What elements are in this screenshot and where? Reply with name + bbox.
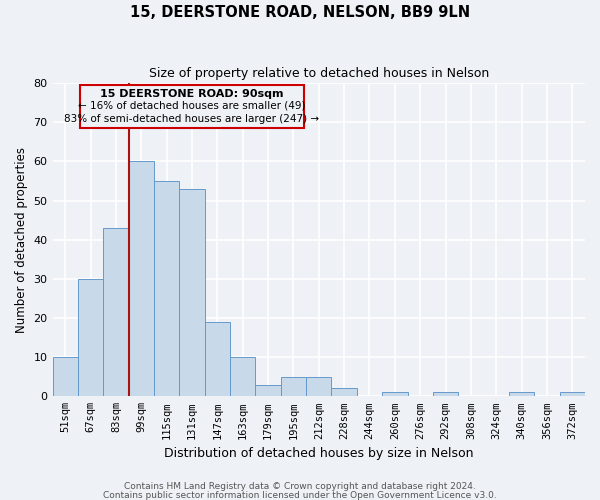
Bar — [179, 189, 205, 396]
Bar — [382, 392, 407, 396]
Bar — [331, 388, 357, 396]
Bar — [154, 181, 179, 396]
Text: Contains public sector information licensed under the Open Government Licence v3: Contains public sector information licen… — [103, 490, 497, 500]
Text: 83% of semi-detached houses are larger (247) →: 83% of semi-detached houses are larger (… — [64, 114, 320, 124]
Bar — [78, 279, 103, 396]
Bar — [53, 357, 78, 397]
X-axis label: Distribution of detached houses by size in Nelson: Distribution of detached houses by size … — [164, 447, 473, 460]
Bar — [281, 376, 306, 396]
Bar — [80, 85, 304, 128]
Text: ← 16% of detached houses are smaller (49): ← 16% of detached houses are smaller (49… — [78, 100, 306, 110]
Bar — [103, 228, 128, 396]
Bar — [509, 392, 534, 396]
Bar — [433, 392, 458, 396]
Bar — [256, 384, 281, 396]
Bar — [128, 162, 154, 396]
Bar — [560, 392, 585, 396]
Text: 15, DEERSTONE ROAD, NELSON, BB9 9LN: 15, DEERSTONE ROAD, NELSON, BB9 9LN — [130, 5, 470, 20]
Y-axis label: Number of detached properties: Number of detached properties — [15, 146, 28, 332]
Bar — [306, 376, 331, 396]
Bar — [230, 357, 256, 397]
Text: Contains HM Land Registry data © Crown copyright and database right 2024.: Contains HM Land Registry data © Crown c… — [124, 482, 476, 491]
Text: 15 DEERSTONE ROAD: 90sqm: 15 DEERSTONE ROAD: 90sqm — [100, 88, 284, 99]
Bar — [205, 322, 230, 396]
Title: Size of property relative to detached houses in Nelson: Size of property relative to detached ho… — [149, 68, 489, 80]
